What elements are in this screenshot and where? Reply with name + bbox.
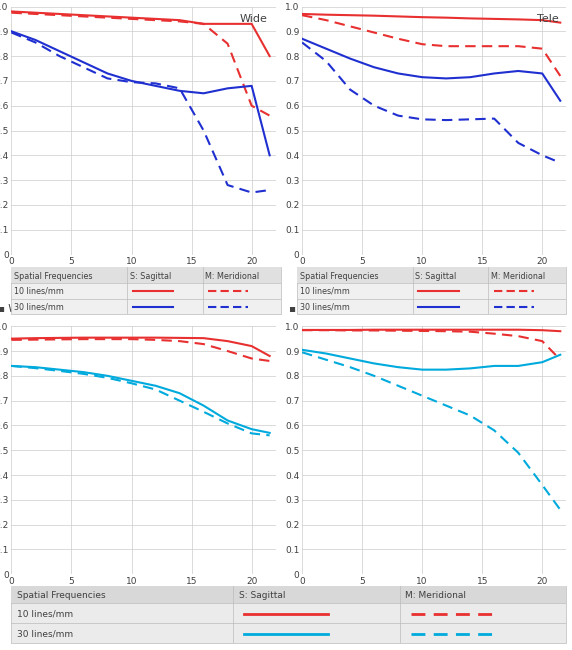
Text: 30 lines/mm: 30 lines/mm bbox=[300, 302, 349, 311]
Text: Wide: Wide bbox=[240, 14, 268, 24]
Text: 10 lines/mm: 10 lines/mm bbox=[17, 609, 73, 618]
Text: Spatial Frequencies: Spatial Frequencies bbox=[300, 272, 378, 281]
Legend: S10, M10, S30, M30: S10, M10, S30, M30 bbox=[49, 293, 238, 309]
Legend: S10, M10, S30, M30: S10, M10, S30, M30 bbox=[340, 621, 529, 637]
Legend: S10, M10, S30, M30: S10, M10, S30, M30 bbox=[49, 621, 238, 637]
Bar bbox=[297, 266, 566, 283]
Text: M: Meridional: M: Meridional bbox=[406, 592, 466, 601]
Text: S: Sagittal: S: Sagittal bbox=[130, 272, 171, 281]
Text: S: Sagittal: S: Sagittal bbox=[239, 592, 285, 601]
Legend: S10, M10, S30, M30: S10, M10, S30, M30 bbox=[340, 293, 529, 309]
Bar bbox=[11, 586, 566, 603]
Text: M: Meridional: M: Meridional bbox=[205, 272, 260, 281]
Text: ▪ Wide: ▪ Wide bbox=[0, 304, 34, 314]
Text: ▪ Tele: ▪ Tele bbox=[289, 304, 319, 314]
Text: M: Meridional: M: Meridional bbox=[491, 272, 545, 281]
Text: Spatial Frequencies: Spatial Frequencies bbox=[14, 272, 93, 281]
Text: 30 lines/mm: 30 lines/mm bbox=[17, 629, 73, 638]
Text: Spatial Frequencies: Spatial Frequencies bbox=[17, 592, 106, 601]
Text: 10 lines/mm: 10 lines/mm bbox=[300, 287, 349, 296]
Text: 30 lines/mm: 30 lines/mm bbox=[14, 302, 64, 311]
Text: Tele: Tele bbox=[537, 14, 558, 24]
Text: 10 lines/mm: 10 lines/mm bbox=[14, 287, 64, 296]
Text: S: Sagittal: S: Sagittal bbox=[415, 272, 456, 281]
Bar bbox=[11, 266, 281, 283]
